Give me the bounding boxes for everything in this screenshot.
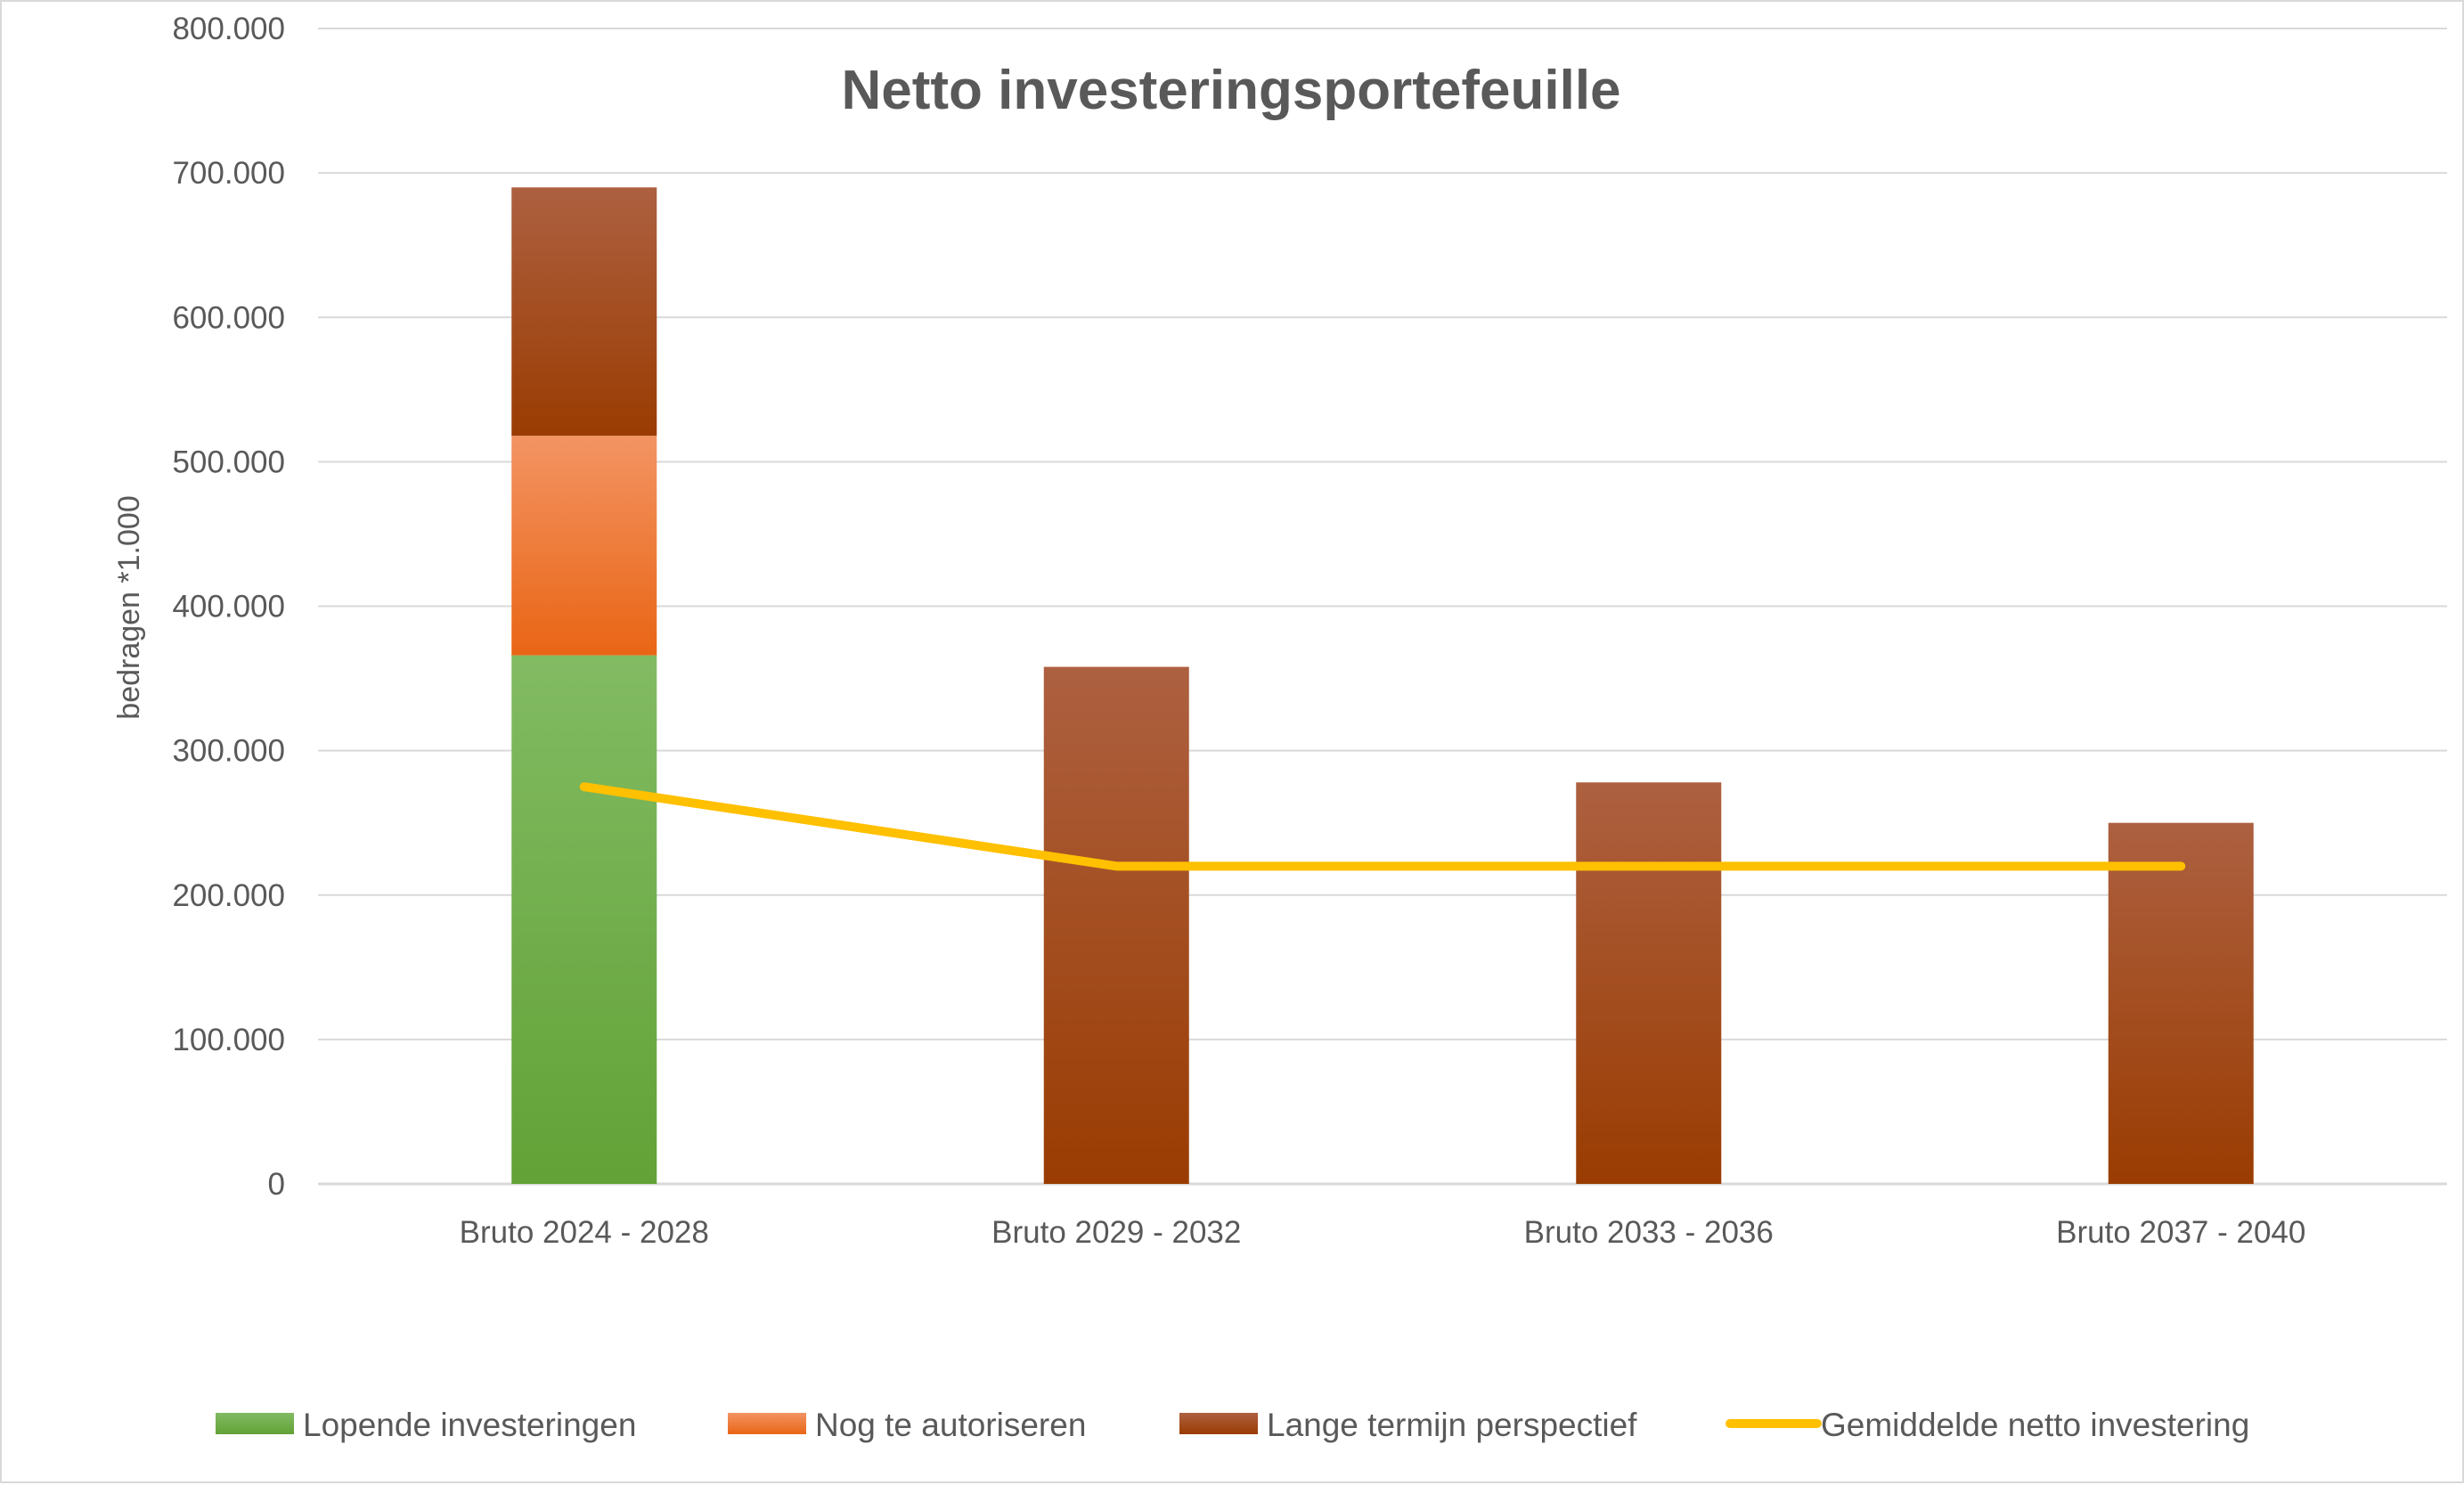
average-line-group	[579, 782, 2186, 871]
legend-label: Gemiddelde netto investering	[1821, 1407, 2249, 1443]
y-tick-label: 500.000	[172, 445, 285, 479]
line-gemiddelde-netto-investering	[579, 782, 2186, 871]
bar-lopende-investeringen	[511, 655, 657, 1184]
y-tick-label: 600.000	[172, 300, 285, 335]
y-tick-label: 100.000	[172, 1023, 285, 1057]
x-category-label: Bruto 2037 - 2040	[2056, 1215, 2305, 1250]
bar-lange-termijn-perspectief	[1043, 666, 1189, 1184]
y-tick-label: 800.000	[172, 12, 285, 46]
bar-nog-te-autoriseren	[511, 436, 657, 656]
y-tick-label: 200.000	[172, 878, 285, 913]
x-category-label: Bruto 2024 - 2028	[460, 1215, 709, 1250]
legend-label: Nog te autoriseren	[815, 1407, 1086, 1443]
x-axis-labels: Bruto 2024 - 2028 Bruto 2029 - 2032 Bruto …	[460, 1215, 2306, 1250]
bar-lange-termijn-perspectief	[511, 187, 657, 437]
legend: Lopende investeringen Nog te autoriseren L…	[216, 1407, 2249, 1443]
y-tick-label: 700.000	[172, 156, 285, 191]
y-axis-label: bedragen *1.000	[112, 495, 146, 719]
legend-swatch-lange-termijn-perspectief	[1179, 1413, 1258, 1434]
y-tick-label: 400.000	[172, 590, 285, 624]
legend-swatch-lopende-investeringen	[216, 1413, 294, 1434]
gridlines	[318, 28, 2447, 1186]
x-category-label: Bruto 2029 - 2032	[991, 1215, 1241, 1250]
x-category-label: Bruto 2033 - 2036	[1524, 1215, 1774, 1250]
legend-swatch-nog-te-autoriseren	[728, 1413, 806, 1434]
bars	[511, 187, 2254, 1184]
y-tick-label: 0	[268, 1167, 285, 1202]
y-tick-label: 300.000	[172, 734, 285, 769]
legend-label: Lopende investeringen	[303, 1407, 636, 1443]
bar-lange-termijn-perspectief	[2108, 822, 2254, 1184]
chart-title: Netto investeringsportefeuille	[841, 60, 1620, 121]
bar-lange-termijn-perspectief	[1576, 782, 1722, 1184]
legend-label: Lange termijn perspectief	[1267, 1407, 1637, 1443]
y-axis-ticks: 0 100.000 200.000 300.000 400.000 500.000 600.…	[172, 12, 285, 1202]
